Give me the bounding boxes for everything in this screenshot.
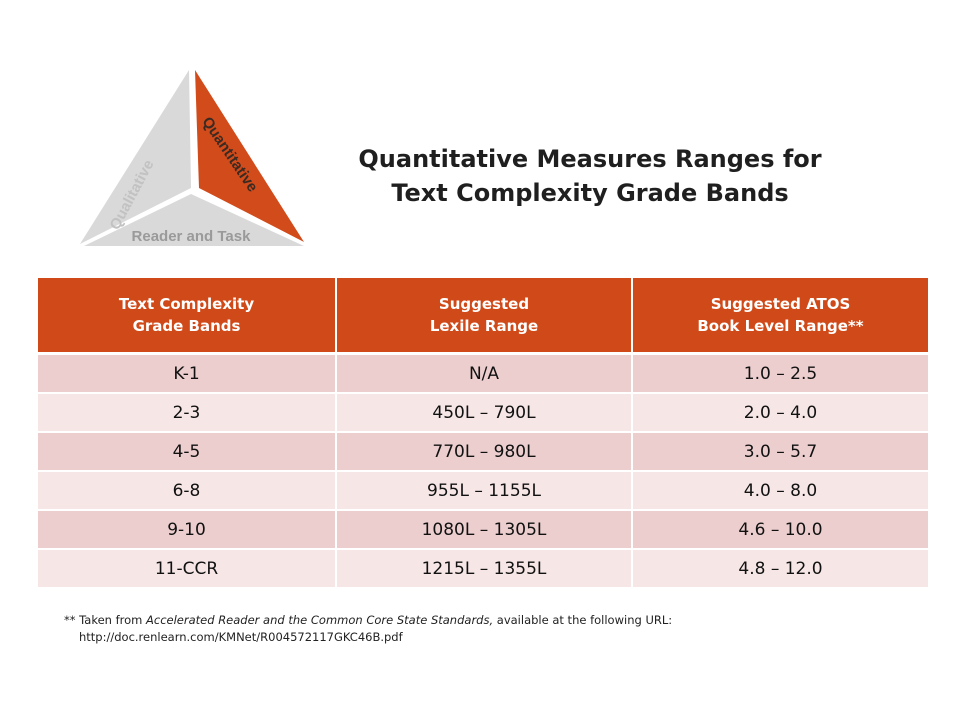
cell-lexile-range: 1215L – 1355L <box>336 549 633 589</box>
footnote-prefix: ** Taken from <box>64 613 147 627</box>
title-line-1: Quantitative Measures Ranges for <box>358 145 822 173</box>
cell-grade-band: 4-5 <box>38 432 337 472</box>
header-lexile-line2: Lexile Range <box>429 317 539 335</box>
table-header-row: Text Complexity Grade Bands Suggested Le… <box>38 278 928 355</box>
table-row: K-1 N/A 1.0 – 2.5 <box>38 353 928 394</box>
page-title: Quantitative Measures Ranges for Text Co… <box>330 142 850 210</box>
table-row: 6-8 955L – 1155L 4.0 – 8.0 <box>38 471 928 511</box>
cell-lexile-range: 450L – 790L <box>336 393 633 433</box>
table-row: 2-3 450L – 790L 2.0 – 4.0 <box>38 393 928 433</box>
footnote-url: http://doc.renlearn.com/KMNet/R004572117… <box>79 630 403 644</box>
cell-atos-range: 4.8 – 12.0 <box>632 549 928 589</box>
footnote-source-title: Accelerated Reader and the Common Core S… <box>146 613 494 627</box>
text-complexity-triangle-logo: Qualitative Quantitative Reader and Task <box>78 62 308 254</box>
grade-band-ranges-table: Text Complexity Grade Bands Suggested Le… <box>38 278 928 589</box>
cell-lexile-range: N/A <box>336 353 633 394</box>
cell-grade-band: K-1 <box>38 353 337 394</box>
header-atos-line2: Book Level Range** <box>697 317 864 335</box>
cell-lexile-range: 955L – 1155L <box>336 471 633 511</box>
logo-reader-task-label: Reader and Task <box>132 228 252 245</box>
cell-atos-range: 2.0 – 4.0 <box>632 393 928 433</box>
cell-atos-range: 4.6 – 10.0 <box>632 510 928 550</box>
header-grade-bands-line2: Grade Bands <box>132 317 241 335</box>
cell-grade-band: 6-8 <box>38 471 337 511</box>
cell-atos-range: 4.0 – 8.0 <box>632 471 928 511</box>
header-lexile-line1: Suggested <box>438 295 530 313</box>
table-row: 4-5 770L – 980L 3.0 – 5.7 <box>38 432 928 472</box>
cell-lexile-range: 770L – 980L <box>336 432 633 472</box>
cell-atos-range: 3.0 – 5.7 <box>632 432 928 472</box>
cell-grade-band: 2-3 <box>38 393 337 433</box>
header-atos-range: Suggested ATOS Book Level Range** <box>632 278 928 355</box>
cell-grade-band: 9-10 <box>38 510 337 550</box>
footnote: ** Taken from Accelerated Reader and the… <box>64 612 924 646</box>
table-row: 11-CCR 1215L – 1355L 4.8 – 12.0 <box>38 549 928 589</box>
header-atos-line1: Suggested ATOS <box>710 295 851 313</box>
header-lexile-range: Suggested Lexile Range <box>336 278 633 355</box>
cell-lexile-range: 1080L – 1305L <box>336 510 633 550</box>
footnote-suffix: available at the following URL: <box>493 613 673 627</box>
title-line-2: Text Complexity Grade Bands <box>391 179 789 207</box>
header-grade-bands-line1: Text Complexity <box>118 295 255 313</box>
header-grade-bands: Text Complexity Grade Bands <box>38 278 337 355</box>
cell-grade-band: 11-CCR <box>38 549 337 589</box>
cell-atos-range: 1.0 – 2.5 <box>632 353 928 394</box>
table-row: 9-10 1080L – 1305L 4.6 – 10.0 <box>38 510 928 550</box>
